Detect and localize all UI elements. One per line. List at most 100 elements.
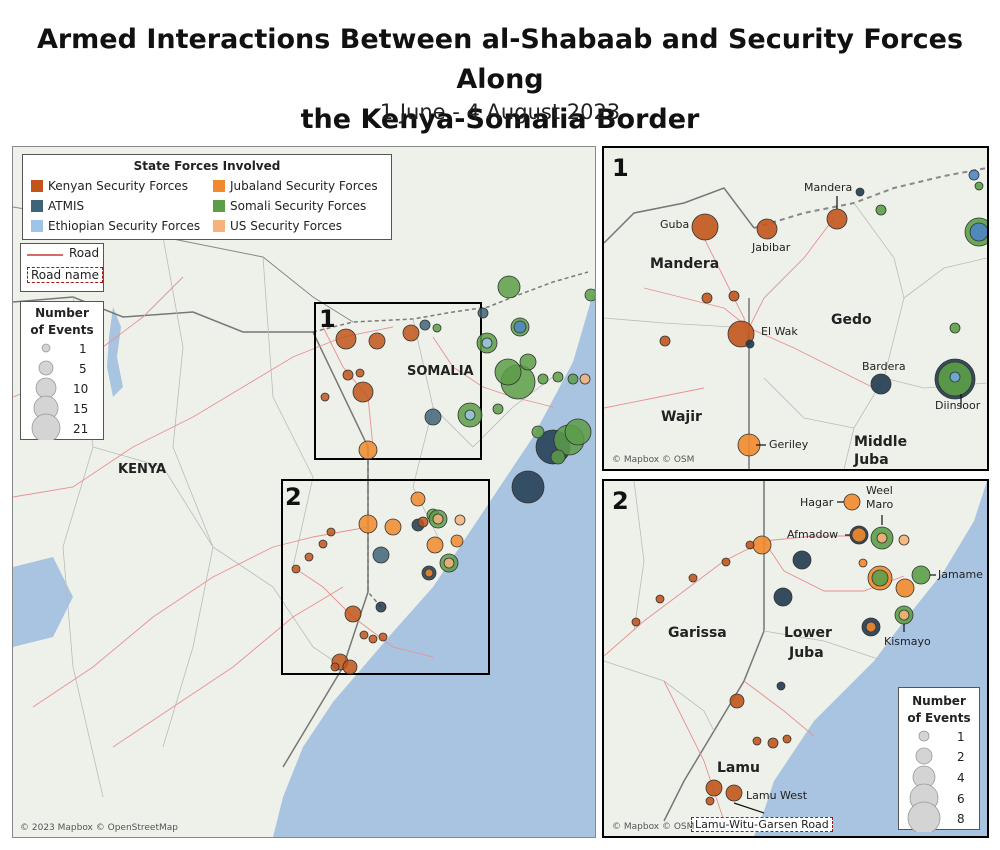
inset-2-legend-events-title: Number of Events	[899, 693, 979, 727]
inset-2-legend-value-4: 4	[957, 771, 965, 785]
place-bardera: Bardera	[862, 360, 906, 373]
place-diinsoor: Diinsoor	[935, 399, 981, 412]
region-lower-juba: Lower Juba	[784, 623, 832, 663]
legend-events-value-5: 5	[79, 362, 87, 376]
event-point	[359, 630, 369, 640]
legend-label: ATMIS	[48, 199, 85, 213]
main-map-canvas	[13, 206, 595, 837]
event-point	[705, 779, 723, 797]
event-point	[424, 408, 442, 426]
event-point	[355, 368, 365, 378]
place-guba: Guba	[660, 218, 690, 231]
event-point	[898, 534, 910, 546]
event-point	[725, 784, 743, 802]
inset-map-1[interactable]: 1 Mandera Gedo Wajir Middle Juba Guba Ja…	[602, 146, 989, 471]
inset-2-legend-symbols	[907, 730, 941, 832]
inset-1-panel-number: 1	[612, 154, 629, 182]
event-point	[876, 532, 888, 544]
event-point	[450, 534, 464, 548]
inset-2-legend-value-1: 1	[957, 730, 965, 744]
inset-2-legend-title-line1: Number	[912, 694, 966, 708]
inset-2-number: 2	[285, 483, 302, 511]
event-point	[773, 587, 793, 607]
place-jabibar: Jabibar	[752, 241, 791, 254]
legend-swatch	[31, 200, 43, 212]
region-lower-juba-line2: Juba	[789, 645, 824, 661]
place-kismayo: Kismayo	[884, 635, 931, 648]
event-point	[659, 335, 671, 347]
legend-item-kenyan: Kenyan Security Forces	[31, 179, 188, 193]
event-point	[432, 323, 442, 333]
event-point	[756, 218, 778, 240]
event-point	[424, 568, 434, 578]
legend-label: Kenyan Security Forces	[48, 179, 188, 193]
place-lamu-west: Lamu West	[746, 789, 808, 802]
event-points	[291, 275, 595, 675]
event-point	[745, 339, 755, 349]
event-point	[454, 514, 466, 526]
event-point	[304, 552, 314, 562]
legend-swatch	[213, 200, 225, 212]
event-point	[291, 564, 301, 574]
map-title: Armed Interactions Between al-Shabaab an…	[0, 20, 1000, 140]
kenya-somalia-border	[312, 271, 589, 608]
event-point	[729, 693, 745, 709]
event-point	[875, 204, 887, 216]
place-hagar: Hagar	[800, 496, 834, 509]
legend-events-value-10: 10	[73, 382, 89, 396]
legend-events-title-line1: Number	[35, 306, 89, 320]
inset-2-legend-value-6: 6	[957, 792, 965, 806]
event-point	[378, 632, 388, 642]
event-point	[721, 557, 731, 567]
event-point	[858, 558, 868, 568]
legend-size-8	[907, 801, 941, 832]
legend-label: US Security Forces	[230, 219, 343, 233]
event-point	[344, 605, 362, 623]
inset-map-2[interactable]: 2 Garissa Lower Juba Lamu Hagar Weel Mar…	[602, 479, 989, 838]
event-point	[701, 292, 713, 304]
event-point	[949, 322, 961, 334]
event-point	[969, 222, 987, 242]
legend-events-title-line2: of Events	[30, 323, 94, 337]
legend-events-value-1: 1	[79, 342, 87, 356]
main-map[interactable]: KENYA SOMALIA 1 2 State Forces Involved …	[12, 146, 596, 838]
title-line-2: the Kenya-Somalia Border	[300, 104, 700, 135]
main-map-credit: © 2023 Mapbox © OpenStreetMap	[20, 823, 178, 833]
region-wajir: Wajir	[661, 409, 702, 425]
inset-2-leaders	[733, 501, 936, 814]
event-point	[826, 208, 848, 230]
event-point	[326, 527, 336, 537]
road-name-lamu-witu-garsen: Lamu-Witu-Garsen Road	[691, 817, 833, 832]
lake-turkana	[107, 307, 123, 397]
place-mandera: Mandera	[804, 181, 853, 194]
legend-label: Jubaland Security Forces	[230, 179, 378, 193]
legend-state-title: State Forces Involved	[133, 159, 281, 173]
event-point	[335, 328, 357, 350]
place-weel-maro-line1: Weel	[866, 484, 893, 497]
inset-1-number: 1	[319, 305, 336, 333]
legend-size-10	[35, 377, 57, 399]
inset-1-box	[314, 302, 482, 460]
event-point	[358, 440, 378, 460]
legend-swatch	[213, 220, 225, 232]
legend-road: Road Road name	[20, 243, 104, 292]
legend-size-1	[918, 730, 930, 742]
inset-2-panel-number: 2	[612, 487, 629, 515]
event-point	[564, 418, 592, 446]
legend-item-ethiopian: Ethiopian Security Forces	[31, 219, 200, 233]
label-somalia: SOMALIA	[407, 364, 474, 379]
event-point	[752, 535, 772, 555]
legend-swatch	[31, 180, 43, 192]
region-garissa: Garissa	[668, 625, 727, 641]
event-point	[368, 634, 378, 644]
inset-2-box	[281, 479, 490, 675]
event-point	[631, 617, 641, 627]
legend-events-value-21: 21	[73, 422, 89, 436]
event-point	[974, 181, 984, 191]
inset-1-leaders	[756, 196, 962, 446]
event-point	[865, 621, 877, 633]
event-point	[419, 319, 431, 331]
kenya-border	[13, 296, 369, 768]
legend-size-2	[915, 747, 933, 765]
legend-size-5	[38, 360, 54, 376]
